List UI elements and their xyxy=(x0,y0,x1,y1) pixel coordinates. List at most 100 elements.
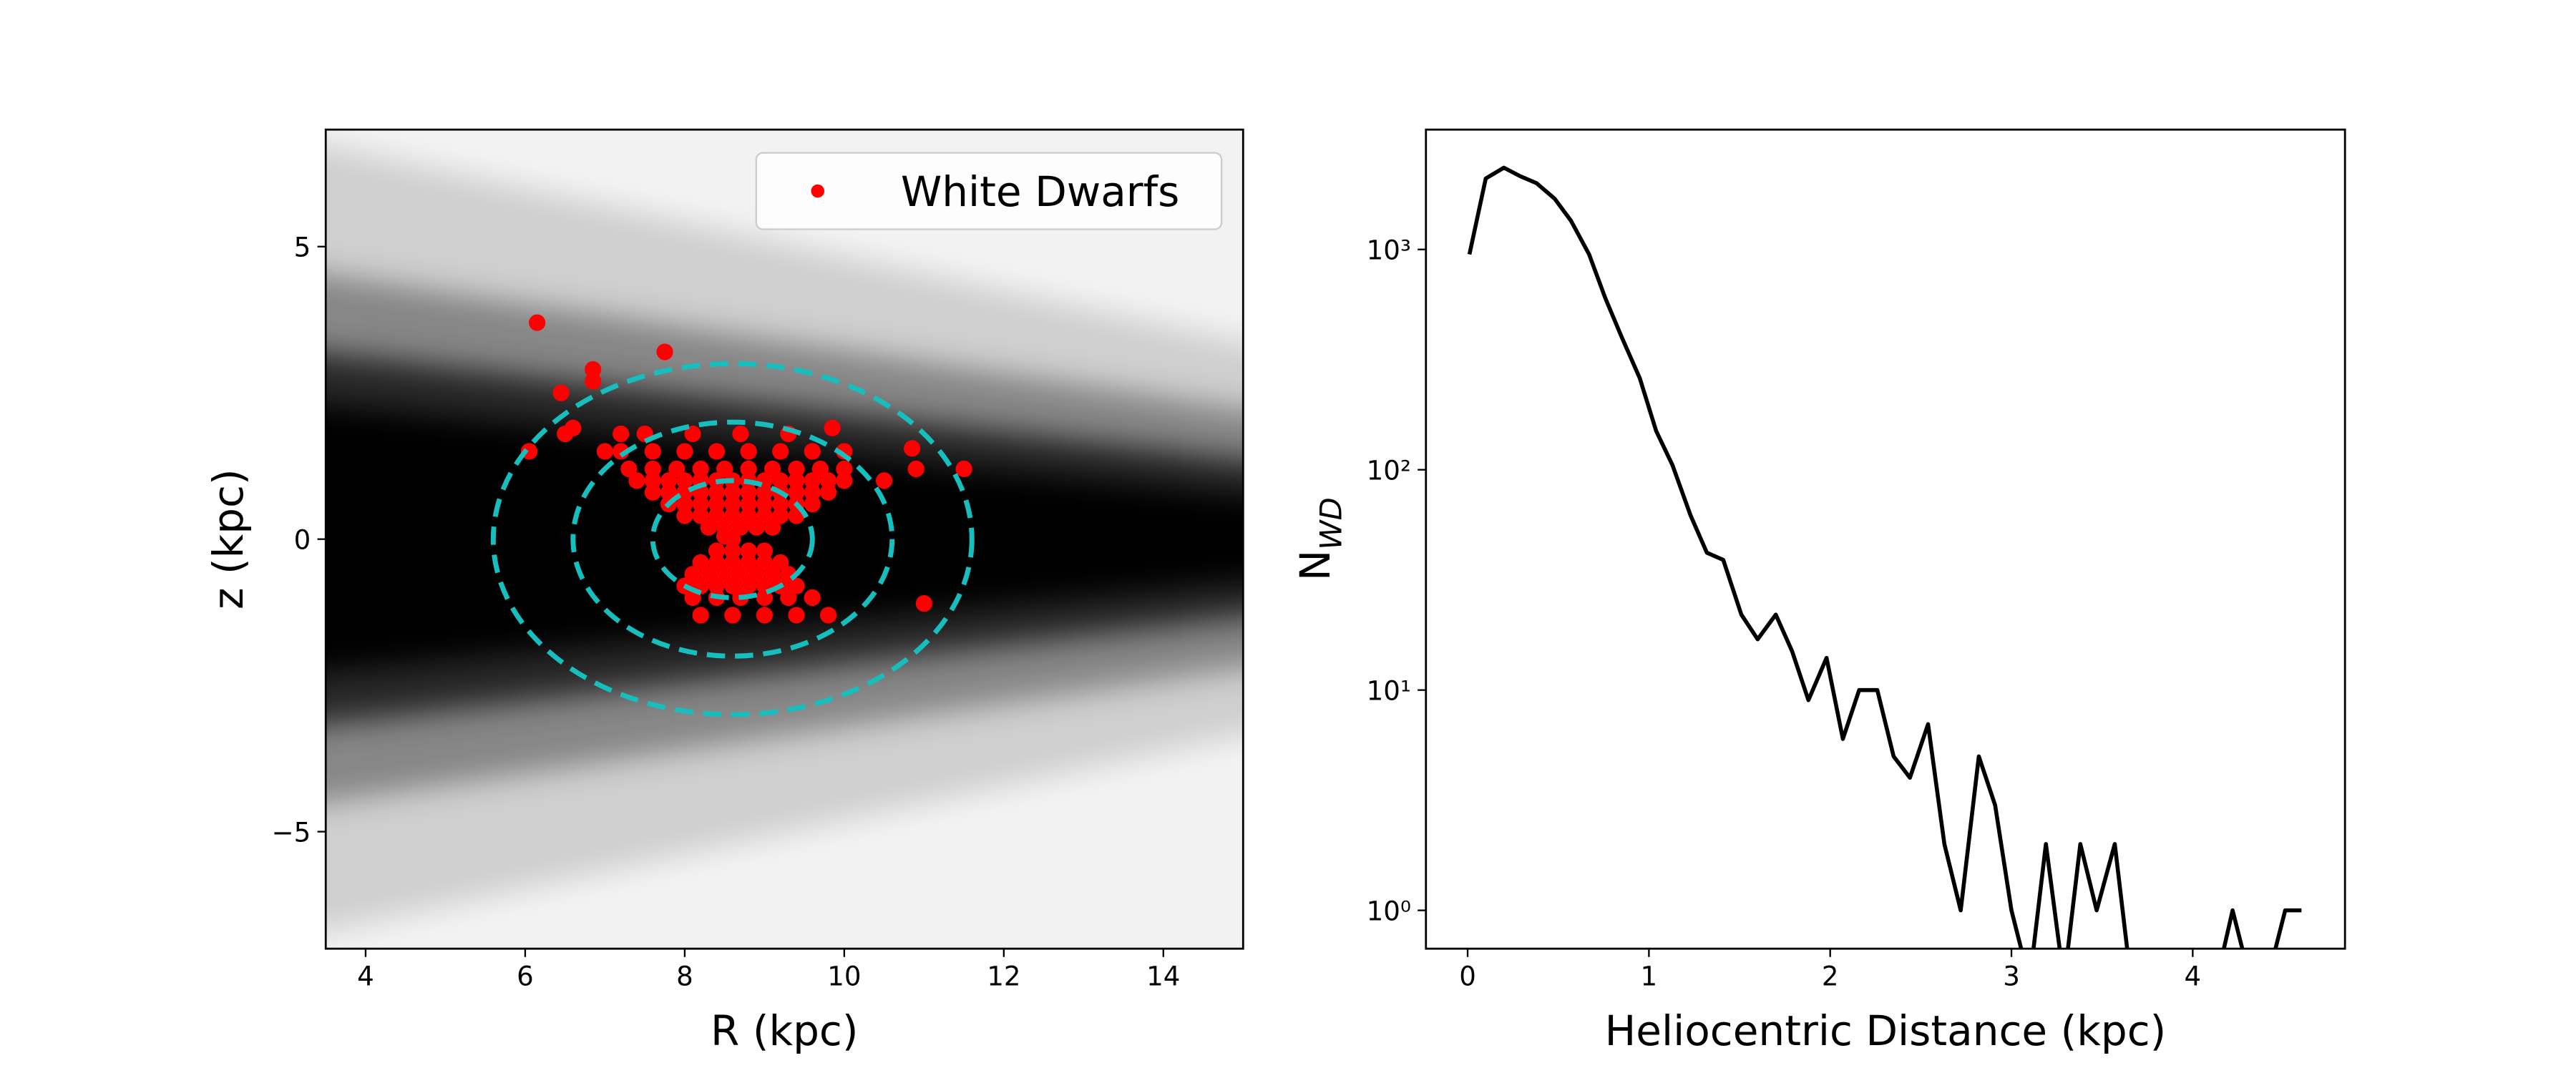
y-tick-label: 10⁰ xyxy=(1367,896,1411,927)
white-dwarf-point xyxy=(756,554,773,572)
white-dwarf-point xyxy=(788,484,805,501)
white-dwarf-point xyxy=(740,554,757,572)
white-dwarf-point xyxy=(756,484,773,501)
white-dwarf-point xyxy=(692,495,709,513)
plot-area xyxy=(1467,165,2302,949)
distance-ring xyxy=(570,419,895,659)
x-tick-label: 8 xyxy=(676,961,693,991)
y-axis-label-sub: WD xyxy=(1313,497,1348,550)
star-cloud xyxy=(326,129,1244,949)
white-dwarf-point xyxy=(644,460,661,478)
x-tick-label: 1 xyxy=(1641,961,1658,991)
legend-label: White Dwarfs xyxy=(901,167,1180,216)
y-axis-label: z (kpc) xyxy=(204,469,253,609)
white-dwarf-point xyxy=(700,566,717,583)
white-dwarf-point xyxy=(763,519,781,536)
white-dwarf-point xyxy=(819,607,837,624)
white-dwarf-point xyxy=(836,460,853,478)
y-tick-label: 10¹ xyxy=(1367,676,1411,707)
white-dwarf-point xyxy=(692,607,709,624)
white-dwarf-point xyxy=(740,484,757,501)
white-dwarf-point xyxy=(708,507,726,524)
y-axis-label-main: N xyxy=(1291,550,1340,581)
white-dwarf-point xyxy=(780,589,797,607)
white-dwarf-point xyxy=(692,507,709,524)
white-dwarf-point xyxy=(628,472,645,489)
white-dwarf-point xyxy=(644,443,661,460)
white-dwarf-point xyxy=(692,554,709,572)
cloud-core xyxy=(326,404,1244,672)
white-dwarf-point xyxy=(772,443,789,460)
white-dwarf-point xyxy=(676,472,693,489)
white-dwarf-point xyxy=(529,314,546,331)
white-dwarf-point xyxy=(740,507,757,524)
white-dwarf-point xyxy=(708,443,726,460)
white-dwarf-point xyxy=(732,519,749,536)
white-dwarf-point xyxy=(724,484,741,501)
white-dwarf-point xyxy=(716,519,733,536)
white-dwarf-point xyxy=(756,507,773,524)
y-tick-label: 0 xyxy=(294,525,311,556)
white-dwarf-point xyxy=(907,460,924,478)
white-dwarf-point xyxy=(660,484,678,501)
white-dwarf-point xyxy=(819,484,837,501)
white-dwarf-point xyxy=(772,507,789,524)
white-dwarf-point xyxy=(804,472,821,489)
white-dwarf-point xyxy=(585,361,602,378)
white-dwarf-point xyxy=(756,607,773,624)
x-tick-label: 12 xyxy=(987,961,1020,991)
white-dwarf-point xyxy=(763,460,781,478)
white-dwarf-point xyxy=(756,495,773,513)
white-dwarf-point xyxy=(772,554,789,572)
distance-ring xyxy=(490,361,975,717)
x-axis-label: Heliocentric Distance (kpc) xyxy=(1605,1006,2167,1055)
white-dwarf-point xyxy=(756,542,773,559)
y-tick-label: −5 xyxy=(272,818,311,848)
white-dwarf-point xyxy=(708,542,726,559)
left-panel: 4 6 8 10 12 14 −5 0 5 R (kpc) z (kpc) White Dwarfs xyxy=(204,128,1244,1055)
white-dwarf-point xyxy=(836,472,853,489)
white-dwarf-point xyxy=(684,566,701,583)
x-tick-label: 10 xyxy=(827,961,861,991)
legend-marker xyxy=(811,184,824,198)
white-dwarf-point xyxy=(724,507,741,524)
white-dwarf-point xyxy=(772,472,789,489)
white-dwarf-point xyxy=(708,577,726,594)
white-dwarf-point xyxy=(724,577,741,594)
x-tick-label: 6 xyxy=(517,961,534,991)
white-dwarf-point xyxy=(585,373,602,390)
white-dwarf-point xyxy=(819,472,837,489)
white-dwarf-point xyxy=(596,443,614,460)
white-dwarf-point xyxy=(716,460,733,478)
white-dwarf-point xyxy=(740,542,757,559)
white-dwarf-point xyxy=(660,472,678,489)
white-dwarf-point xyxy=(748,566,765,583)
white-dwarf-point xyxy=(788,460,805,478)
distance-ring xyxy=(650,478,815,600)
white-dwarf-point xyxy=(724,542,741,559)
white-dwarf-point xyxy=(740,495,757,513)
y-tick-label: 5 xyxy=(294,232,311,263)
white-dwarf-point xyxy=(724,607,741,624)
plot-frame xyxy=(324,128,1244,950)
white-dwarf-point xyxy=(772,495,789,513)
white-dwarf-point xyxy=(788,472,805,489)
white-dwarf-point xyxy=(557,425,574,443)
white-dwarf-point xyxy=(740,443,757,460)
white-dwarf-point xyxy=(684,425,701,443)
white-dwarf-point xyxy=(740,460,757,478)
white-dwarf-point xyxy=(788,607,805,624)
white-dwarf-point xyxy=(613,425,630,443)
white-dwarf-point xyxy=(804,484,821,501)
plot-area xyxy=(490,314,975,717)
white-dwarf-point xyxy=(620,460,638,478)
y-axis-label: NWD xyxy=(1291,497,1348,581)
white-dwarf-point xyxy=(716,566,733,583)
x-axis-label: R (kpc) xyxy=(711,1006,858,1055)
legend-frame xyxy=(755,152,1223,230)
x-tick-label: 2 xyxy=(1822,961,1839,991)
white-dwarf-point xyxy=(904,440,921,457)
white-dwarf-point xyxy=(804,443,821,460)
